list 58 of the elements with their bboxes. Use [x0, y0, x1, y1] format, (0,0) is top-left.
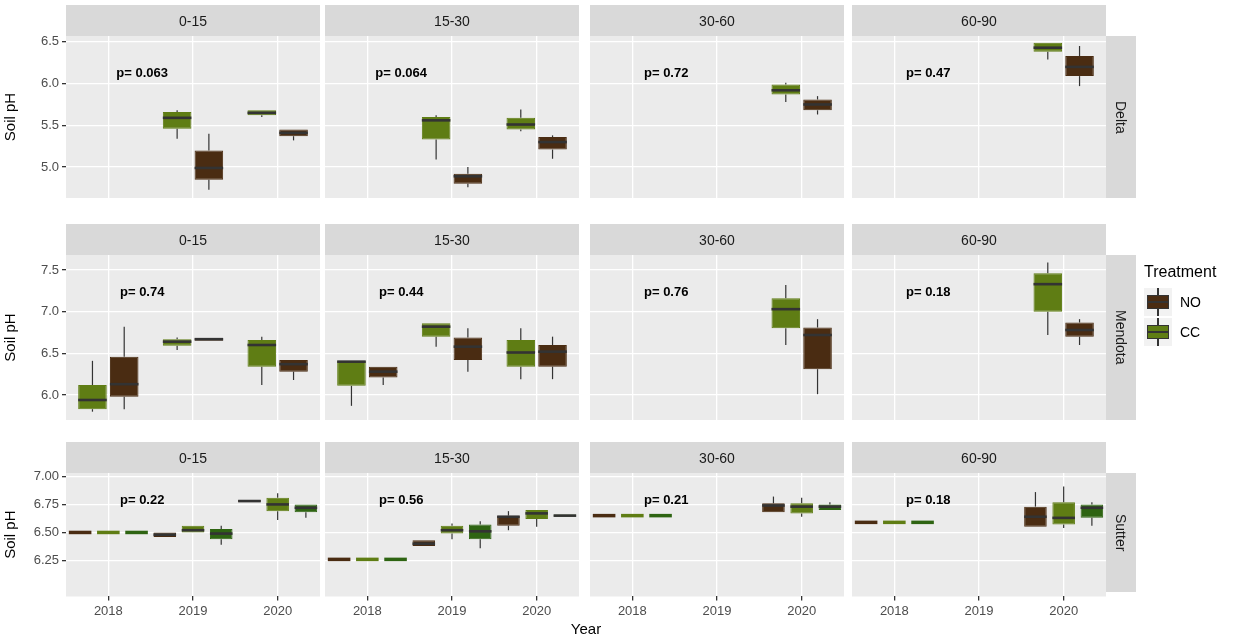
annotation: p= 0.064: [375, 64, 428, 80]
chart-title: 30-60: [699, 12, 735, 29]
x-tick-label: 2019: [964, 602, 994, 618]
annotation: p= 0.21: [643, 491, 689, 507]
y-tick-label: 6.75: [33, 495, 59, 511]
y-tick-label: 5.0: [40, 158, 59, 174]
y-tick-label: 7.5: [40, 261, 59, 277]
x-tick-label: 2020: [263, 602, 293, 618]
chart-title: 15-30: [434, 12, 470, 29]
x-tick-label: 2020: [1049, 602, 1079, 618]
y-tick-label: 7.0: [40, 303, 59, 319]
x-tick-label: 2018: [352, 602, 382, 618]
chart-title: 0-15: [178, 231, 208, 248]
y-tick-label: 7.00: [33, 467, 59, 483]
annotation: p= 0.76: [643, 284, 689, 300]
annotation: p= 0.063: [116, 64, 169, 80]
chart-title: 30-60: [699, 231, 735, 248]
annotation: p= 0.18: [905, 284, 951, 300]
y-tick-label: 6.5: [40, 344, 59, 360]
y-tick-label: 6.25: [33, 552, 59, 568]
x-tick-label: 2019: [437, 602, 467, 618]
annotation: p= 0.74: [119, 284, 166, 300]
x-tick-label: 2020: [787, 602, 817, 618]
y2-axis-title: Sutter: [1113, 513, 1129, 552]
y-axis-title: Soil pH: [1, 92, 19, 142]
annotation: p= 0.22: [119, 491, 165, 507]
y2-axis-title: Mendota: [1113, 310, 1129, 365]
annotation: p= 0.47: [905, 64, 951, 80]
x-tick-label: 2019: [178, 602, 208, 618]
y-axis-title: Soil pH: [1, 313, 19, 362]
legend-label: CC: [1180, 324, 1201, 340]
y-tick-label: 6.0: [40, 75, 59, 91]
annotation: p= 0.44: [378, 284, 425, 300]
annotation: p= 0.56: [378, 491, 424, 507]
x-tick-label: 2018: [93, 602, 123, 618]
x-tick-label: 2018: [617, 602, 647, 618]
chart-title: 0-15: [178, 449, 208, 466]
y-tick-label: 6.50: [33, 524, 59, 540]
chart-title: 60-90: [961, 449, 997, 466]
annotation: p= 0.18: [905, 491, 951, 507]
chart-title: 60-90: [961, 231, 997, 248]
x-tick-label: 2018: [879, 602, 909, 618]
chart-title: 0-15: [178, 12, 208, 29]
x-axis-title: Year: [569, 620, 603, 637]
y2-axis-title: Delta: [1113, 100, 1129, 134]
legend-title: Treatment: [1144, 263, 1217, 281]
legend-label: NO: [1180, 294, 1201, 310]
y-tick-label: 6.5: [40, 33, 59, 49]
chart-title: 60-90: [961, 12, 997, 29]
chart-title: 15-30: [434, 449, 470, 466]
y-tick-label: 6.0: [40, 386, 59, 402]
chart-title: 15-30: [434, 231, 470, 248]
chart-title: 30-60: [699, 449, 735, 466]
annotation: p= 0.72: [643, 64, 689, 80]
y-tick-label: 5.5: [40, 116, 59, 132]
x-tick-label: 2020: [522, 602, 552, 618]
x-tick-label: 2019: [702, 602, 732, 618]
y-axis-title: Soil pH: [1, 510, 19, 559]
